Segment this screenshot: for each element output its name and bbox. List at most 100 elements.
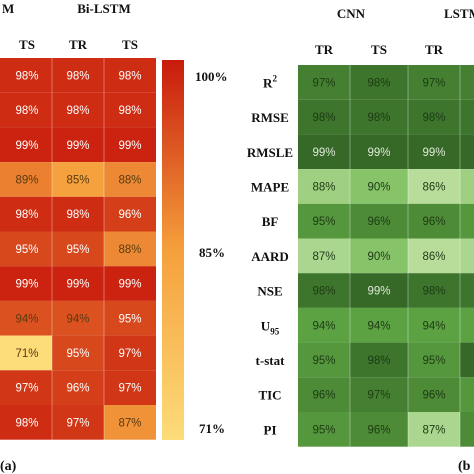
cell-b-0-3	[460, 65, 474, 100]
row-label-3: MAPE	[251, 179, 289, 194]
cell-b-10-0	[298, 412, 350, 447]
cell-label-b-0-0: 97%	[312, 77, 335, 89]
cell-b-6-2	[408, 273, 460, 308]
cell-label-b-4-0: 95%	[312, 216, 335, 228]
cell-label-a-4-1: 98%	[66, 209, 89, 221]
cell-label-a-6-0: 99%	[15, 279, 38, 291]
cell-label-b-5-2: 86%	[422, 251, 445, 263]
row-label-6: NSE	[257, 284, 282, 299]
cell-a-0-0	[0, 58, 52, 93]
column-header-b-0: TR	[315, 42, 334, 57]
cell-b-8-0	[298, 342, 350, 378]
column-header-b-1: TS	[371, 42, 387, 57]
cell-label-a-8-2: 97%	[118, 348, 141, 360]
cell-label-b-7-2: 94%	[422, 320, 445, 332]
cell-b-5-3	[460, 238, 474, 274]
cell-b-1-0	[298, 99, 350, 135]
column-header-a-1: TR	[69, 37, 88, 52]
cell-label-b-10-2: 87%	[422, 424, 445, 436]
group-header-b-1: LSTM	[444, 6, 474, 21]
cell-label-b-4-1: 96%	[367, 216, 390, 228]
cell-label-b-8-1: 98%	[367, 355, 390, 367]
cell-a-3-2	[104, 162, 156, 197]
cell-a-5-0	[0, 231, 52, 267]
cell-b-9-0	[298, 377, 350, 412]
cell-b-4-0	[298, 203, 350, 239]
cell-a-1-2	[104, 92, 156, 128]
cell-label-b-9-2: 96%	[422, 390, 445, 402]
cell-a-10-2	[104, 405, 156, 440]
cell-label-b-2-1: 99%	[367, 147, 390, 159]
cell-b-7-1	[350, 307, 408, 343]
panel-label-b: (b	[458, 459, 471, 474]
cell-label-b-8-0: 95%	[312, 355, 335, 367]
colorbar-mid-label: 85%	[199, 245, 225, 260]
cell-a-3-0	[0, 162, 52, 197]
cell-label-b-9-1: 97%	[367, 390, 390, 402]
cell-label-a-7-2: 95%	[118, 313, 141, 325]
row-label-4: BF	[262, 214, 279, 229]
cell-b-2-1	[350, 134, 408, 170]
cell-b-0-0	[298, 65, 350, 100]
cell-b-5-1	[350, 238, 408, 274]
cell-label-b-1-2: 98%	[422, 112, 445, 124]
cell-label-b-10-0: 95%	[312, 424, 335, 436]
cell-a-10-1	[52, 405, 104, 440]
group-header-a-0: M	[2, 1, 14, 16]
cell-b-8-1	[350, 342, 408, 378]
cell-a-4-2	[104, 196, 156, 232]
cell-b-8-2	[408, 342, 460, 378]
cell-label-a-10-0: 98%	[15, 417, 38, 429]
cell-a-9-2	[104, 370, 156, 405]
cell-label-b-8-2: 95%	[422, 355, 445, 367]
group-header-b-0: CNN	[337, 6, 366, 21]
cell-a-2-0	[0, 127, 52, 163]
cell-label-b-6-2: 98%	[422, 286, 445, 298]
cell-b-5-2	[408, 238, 460, 274]
cell-label-a-1-0: 98%	[15, 105, 38, 117]
cell-label-a-0-0: 98%	[15, 70, 38, 82]
cell-b-6-3	[460, 273, 474, 308]
cell-label-b-1-1: 98%	[367, 112, 390, 124]
cell-label-b-6-1: 99%	[367, 286, 390, 298]
cell-a-7-2	[104, 300, 156, 336]
cell-b-10-3	[460, 412, 474, 447]
cell-a-2-1	[52, 127, 104, 163]
cell-a-2-2	[104, 127, 156, 163]
cell-label-b-2-0: 99%	[312, 147, 335, 159]
cell-b-7-3	[460, 307, 474, 343]
cell-label-b-0-2: 97%	[422, 77, 445, 89]
cell-a-4-1	[52, 196, 104, 232]
cell-b-2-2	[408, 134, 460, 170]
row-label-5: AARD	[251, 249, 289, 264]
cell-label-b-1-0: 98%	[312, 112, 335, 124]
cell-a-9-0	[0, 370, 52, 405]
cell-b-2-3	[460, 134, 474, 170]
colorbar-min-label: 71%	[199, 421, 225, 436]
cell-a-5-2	[104, 231, 156, 267]
cell-b-7-0	[298, 307, 350, 343]
cell-label-a-9-0: 97%	[15, 383, 38, 395]
cell-label-a-1-2: 98%	[118, 105, 141, 117]
cell-label-b-0-1: 98%	[367, 77, 390, 89]
cell-b-10-1	[350, 412, 408, 447]
cell-label-a-4-2: 96%	[118, 209, 141, 221]
cell-a-1-0	[0, 92, 52, 128]
cell-label-a-1-1: 98%	[66, 105, 89, 117]
cell-label-b-6-0: 98%	[312, 286, 335, 298]
cell-label-a-10-2: 87%	[118, 417, 141, 429]
cell-label-a-10-1: 97%	[66, 417, 89, 429]
cell-a-3-1	[52, 162, 104, 197]
cell-label-a-2-0: 99%	[15, 140, 38, 152]
cell-b-6-1	[350, 273, 408, 308]
cell-label-b-10-1: 96%	[367, 424, 390, 436]
row-label-10: PI	[264, 422, 277, 437]
cell-b-3-0	[298, 169, 350, 204]
row-label-7: U95	[261, 318, 280, 336]
cell-a-6-1	[52, 266, 104, 301]
cell-label-a-7-0: 94%	[15, 313, 38, 325]
cell-b-9-2	[408, 377, 460, 412]
row-label-0: R2	[263, 73, 277, 90]
cell-label-a-3-0: 89%	[15, 174, 38, 186]
cell-label-a-0-2: 98%	[118, 70, 141, 82]
